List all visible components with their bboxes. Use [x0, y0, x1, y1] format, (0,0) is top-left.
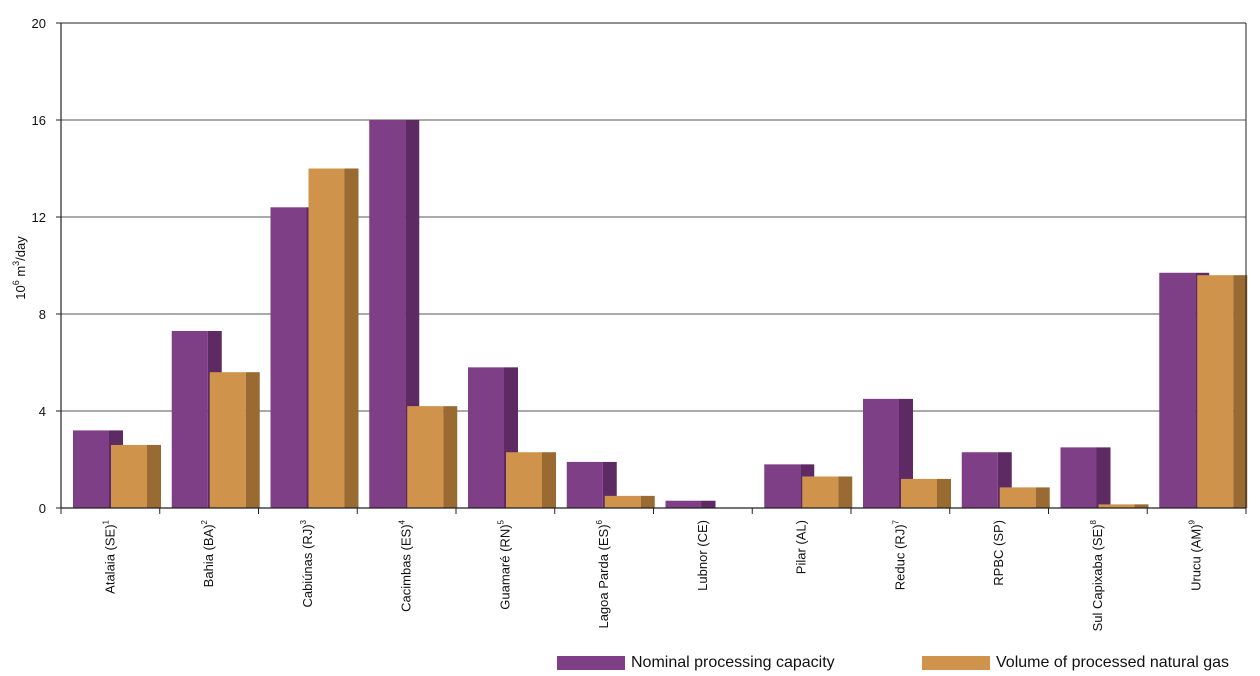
bar-volume: [111, 444, 161, 508]
bar-side: [937, 478, 951, 508]
bar-face: [961, 452, 998, 508]
legend-label-capacity: Nominal processing capacity: [631, 654, 835, 671]
bar-face: [270, 207, 307, 509]
y-tick-label: 16: [32, 113, 46, 128]
bar-side: [245, 372, 260, 508]
bar-face: [407, 406, 444, 508]
bar-face: [111, 444, 147, 508]
legend-item-volume: Volume of processed natural gas: [922, 653, 1229, 673]
y-tick-labels: 0 4 8 12 16 20: [32, 16, 61, 516]
legend-label-volume: Volume of processed natural gas: [996, 654, 1230, 671]
bar-face: [171, 330, 208, 508]
bar-volume: [209, 372, 260, 508]
x-category-label: Atalaia (SE)1: [101, 519, 117, 593]
bar-volume: [999, 487, 1050, 508]
footnote-marker: 6: [595, 519, 604, 524]
bar-face: [764, 464, 801, 508]
bar-face: [999, 487, 1036, 508]
bar-volume: [1098, 504, 1149, 508]
bar-face: [863, 398, 899, 508]
bar-side: [1233, 275, 1248, 508]
bar-side: [701, 500, 716, 508]
x-category-label: Urucu (AM)9: [1188, 519, 1204, 590]
x-category-label: RPBC (SP): [991, 520, 1006, 586]
legend-item-capacity: Nominal processing capacity: [557, 653, 835, 673]
x-category-label: Cacimbas (ES)4: [398, 519, 414, 611]
bar-face: [1060, 447, 1097, 508]
x-category-labels: Atalaia (SE)1 Bahia (BA)2 Cabiúnas (RJ)3 Ca…: [101, 519, 1203, 631]
bar-capacity: [665, 500, 716, 508]
bar-side: [542, 452, 556, 508]
legend-swatch-volume: [922, 656, 990, 670]
bar-face: [604, 495, 641, 508]
footnote-marker: 7: [891, 519, 900, 524]
footnote-marker: 8: [1089, 519, 1098, 524]
x-category-label: Lubnor (CE): [695, 520, 710, 591]
bar-face: [73, 430, 109, 508]
bar-face: [1197, 275, 1234, 508]
bar-side: [838, 476, 853, 508]
legend-swatch-capacity: [557, 656, 625, 670]
footnote-marker: 2: [200, 519, 209, 524]
bar-volume: [604, 495, 655, 508]
bar-side: [640, 495, 655, 508]
y-tick-label: 12: [32, 210, 46, 225]
bar-face: [308, 168, 345, 508]
footnote-marker: 1: [101, 519, 110, 524]
bar-face: [665, 500, 702, 508]
y-tick-label: 8: [39, 307, 46, 322]
bar-side: [1096, 447, 1111, 508]
bar-face: [901, 478, 937, 508]
x-category-label: Reduc (RJ)7: [891, 519, 907, 590]
y-tick-label: 0: [39, 501, 46, 516]
x-category-label: Bahia (BA)2: [200, 519, 216, 587]
bar-face: [369, 120, 406, 508]
bar-side: [344, 168, 359, 508]
bars: [73, 120, 1248, 509]
bar-face: [468, 367, 504, 508]
gridlines: [61, 22, 1246, 412]
bar-face: [506, 452, 542, 508]
bar-volume: [1197, 275, 1248, 508]
x-category-label: Pilar (AL): [794, 520, 809, 574]
axes: [60, 22, 1247, 514]
footnote-marker: 9: [1188, 519, 1197, 524]
y-axis-label: 106 m3/day: [11, 236, 28, 300]
bar-capacity: [468, 367, 518, 508]
bar-side: [1134, 504, 1149, 508]
bar-volume: [506, 452, 556, 508]
bar-side: [443, 406, 458, 508]
x-category-label: Cabiúnas (RJ)3: [299, 519, 315, 607]
bar-face: [1098, 504, 1135, 508]
bar-capacity: [1060, 447, 1111, 508]
x-category-label: Lagoa Parda (ES)6: [595, 519, 611, 628]
y-tick-label: 4: [39, 404, 46, 419]
bar-volume: [901, 478, 951, 508]
x-category-label: Guamaré (RN)5: [496, 519, 512, 609]
bar-volume: [407, 406, 458, 508]
bar-volume: [308, 168, 359, 508]
bar-side: [1035, 487, 1050, 508]
bar-side: [147, 444, 161, 508]
bar-face: [802, 476, 839, 508]
bar-face: [566, 461, 603, 508]
bar-volume: [802, 476, 853, 508]
footnote-marker: 5: [496, 519, 505, 524]
footnote-marker: 3: [299, 519, 308, 524]
x-category-label: Sul Capixaba (SE)8: [1089, 519, 1105, 631]
bar-face: [209, 372, 246, 508]
y-tick-label: 20: [32, 16, 46, 31]
footnote-marker: 4: [398, 519, 407, 524]
bar-face: [1159, 272, 1196, 508]
